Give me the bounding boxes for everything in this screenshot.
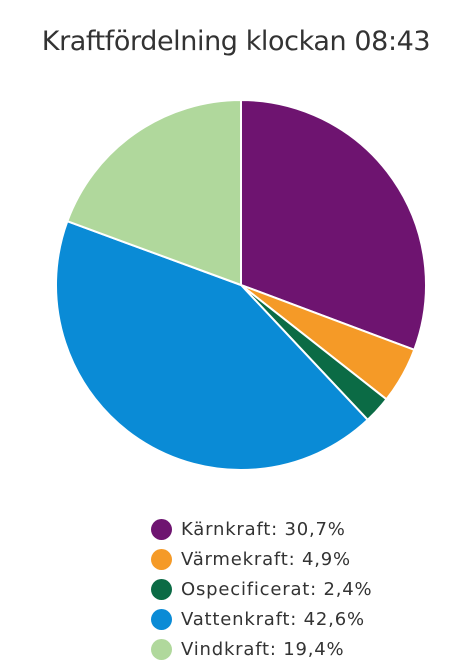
legend-swatch — [151, 578, 172, 600]
pie-slice-vindkraft[interactable] — [66, 99, 242, 286]
legend-swatch — [151, 548, 172, 570]
legend-label: Vindkraft: 19,4% — [181, 638, 345, 660]
legend-swatch — [151, 638, 172, 660]
pie-slices — [55, 99, 427, 471]
legend-item[interactable]: Vattenkraft: 42,6% — [151, 604, 451, 634]
legend-item[interactable]: Kärnkraft: 30,7% — [151, 514, 451, 544]
pie-slice-vattenkraft[interactable] — [55, 220, 369, 471]
legend-label: Ospecificerat: 2,4% — [181, 578, 373, 600]
legend-swatch — [151, 608, 172, 630]
legend-item[interactable]: Värmekraft: 4,9% — [151, 544, 451, 574]
legend-item[interactable]: Vindkraft: 19,4% — [151, 634, 451, 664]
chart-legend: Kärnkraft: 30,7% Värmekraft: 4,9% Ospecifi… — [151, 514, 451, 664]
legend-label: Kärnkraft: 30,7% — [181, 518, 346, 540]
legend-label: Vattenkraft: 42,6% — [181, 608, 365, 630]
legend-label: Värmekraft: 4,9% — [181, 548, 351, 570]
pie-slice-kärnkraft[interactable] — [240, 99, 427, 351]
chart-title: Kraftfördelning klockan 08:43 — [41, 26, 431, 57]
legend-swatch — [151, 518, 172, 540]
legend-item[interactable]: Ospecificerat: 2,4% — [151, 574, 451, 604]
